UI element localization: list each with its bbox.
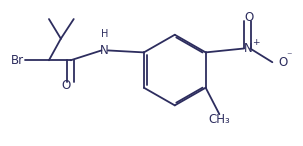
Text: N: N [244, 42, 253, 55]
Text: CH₃: CH₃ [208, 113, 230, 126]
Text: ⁻: ⁻ [286, 52, 291, 61]
Text: H: H [101, 29, 108, 39]
Text: Br: Br [11, 54, 24, 67]
Text: O: O [62, 79, 71, 92]
Text: N: N [100, 44, 109, 57]
Text: +: + [252, 38, 260, 47]
Text: O: O [278, 56, 288, 69]
Text: O: O [244, 11, 253, 24]
